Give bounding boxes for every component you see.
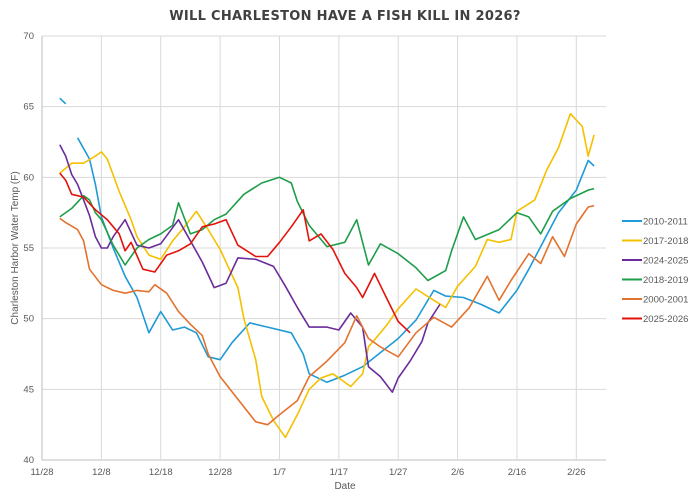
x-tick-label: 2/16 (508, 467, 527, 478)
x-tick-label: 11/28 (30, 467, 53, 478)
legend-item: 2025-2026 (622, 314, 688, 325)
legend-label: 2024-2025 (643, 256, 688, 267)
legend: 2010-2011 2017-2018 2024-2025 2018-2019 2000… (622, 217, 688, 325)
series-line-2010-2011 (76, 137, 595, 384)
y-tick-label: 60 (23, 172, 34, 183)
x-axis-ticks: 11/28 12/8 12/18 12/28 1/7 1/17 1/27 2/6 2/16 2/2… (30, 467, 585, 478)
legend-item: 2010-2011 (622, 217, 688, 228)
x-tick-label: 1/7 (273, 467, 286, 478)
series-line-2017-2018 (59, 112, 595, 439)
legend-item: 2024-2025 (622, 256, 688, 267)
legend-item: 2000-2001 (622, 295, 688, 306)
series-line-2000-2001 (59, 204, 595, 426)
x-tick-label: 2/6 (451, 467, 464, 478)
legend-item: 2018-2019 (622, 275, 688, 286)
legend-item: 2017-2018 (622, 236, 688, 247)
series-line-2018-2019 (59, 176, 595, 282)
series-line-2010-2011 (59, 97, 67, 105)
gridlines (41, 35, 606, 461)
x-tick-label: 1/27 (389, 467, 408, 478)
x-tick-label: 2/26 (567, 467, 586, 478)
y-tick-label: 65 (23, 102, 34, 113)
legend-label: 2018-2019 (643, 275, 688, 286)
chart-title: WILL CHARLESTON HAVE A FISH KILL IN 2026… (169, 9, 520, 24)
legend-label: 2017-2018 (643, 236, 688, 247)
y-axis-ticks: 40 45 50 55 60 65 70 (23, 31, 34, 466)
x-tick-label: 12/28 (208, 467, 232, 478)
y-tick-label: 55 (23, 243, 34, 254)
series-line-2024-2025 (59, 144, 441, 394)
x-tick-label: 12/8 (92, 467, 111, 478)
y-tick-label: 40 (23, 455, 34, 466)
legend-label: 2010-2011 (643, 217, 688, 228)
y-tick-label: 70 (23, 31, 34, 42)
y-axis-label: Charleston Harbor Water Temp (F) (10, 171, 21, 324)
series-lines (59, 97, 595, 439)
x-axis-label: Date (334, 481, 356, 492)
x-tick-label: 1/17 (330, 467, 349, 478)
y-tick-label: 45 (23, 384, 34, 395)
x-tick-label: 12/18 (149, 467, 173, 478)
legend-label: 2025-2026 (643, 314, 688, 325)
legend-label: 2000-2001 (643, 295, 688, 306)
series-line-2025-2026 (59, 172, 411, 334)
y-tick-label: 50 (23, 314, 34, 325)
